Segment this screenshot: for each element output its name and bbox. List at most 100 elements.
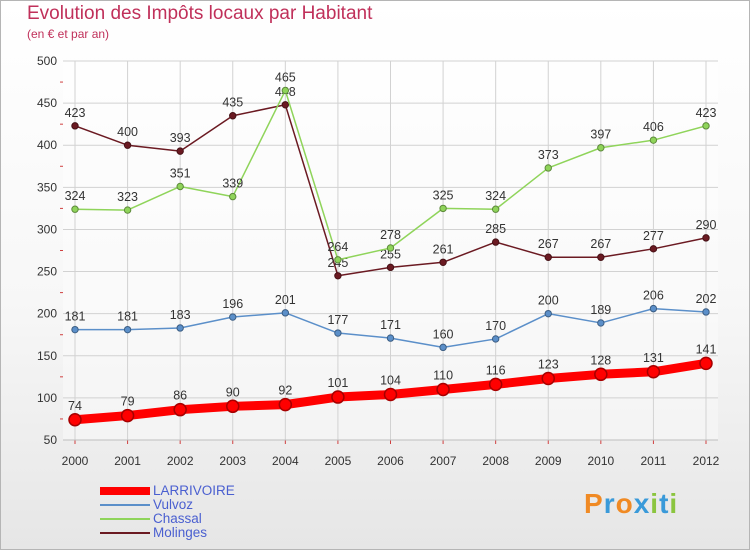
data-label: 324 (65, 189, 86, 203)
data-label: 261 (433, 242, 454, 256)
data-label: 206 (643, 289, 664, 303)
data-label: 397 (590, 128, 611, 142)
x-tick-label: 2010 (587, 454, 614, 468)
data-point (649, 304, 658, 313)
data-label: 128 (590, 353, 611, 367)
legend-swatch (100, 518, 150, 520)
data-label: 290 (696, 218, 717, 232)
data-label: 400 (117, 125, 138, 139)
data-label: 181 (117, 310, 138, 324)
data-label: 423 (696, 106, 717, 120)
data-point (334, 256, 342, 264)
logo-letter: x (633, 488, 651, 519)
data-point (281, 309, 290, 317)
legend-swatch (100, 504, 150, 506)
data-label: 181 (65, 310, 86, 324)
data-point (226, 399, 240, 414)
logo-letter: t (659, 488, 670, 519)
data-label: 196 (222, 297, 243, 311)
data-point (699, 356, 713, 371)
data-label: 423 (65, 106, 86, 120)
data-point (597, 144, 605, 152)
data-label: 325 (433, 188, 454, 202)
x-tick-label: 2001 (114, 454, 141, 468)
proxiti-logo: Proxiti (584, 488, 678, 520)
data-label: 131 (643, 351, 664, 365)
x-tick-label: 2004 (272, 454, 299, 468)
data-point (123, 325, 132, 334)
data-point (281, 101, 290, 109)
data-label: 177 (327, 313, 348, 327)
data-point (702, 122, 710, 130)
data-label: 285 (485, 222, 506, 236)
data-point (229, 112, 237, 120)
y-tick-label: 150 (37, 349, 57, 363)
y-tick-label: 200 (37, 307, 57, 321)
logo-letter: o (615, 488, 634, 519)
logo-letter: P (584, 488, 604, 519)
data-point (439, 343, 447, 352)
legend-label: LARRIVOIRE (153, 483, 235, 498)
logo-letter: i (669, 488, 679, 519)
data-point (488, 377, 503, 392)
data-label: 170 (485, 319, 506, 333)
data-point (386, 244, 395, 252)
data-label: 406 (643, 120, 664, 134)
data-point (386, 263, 395, 272)
x-tick-label: 2003 (219, 454, 246, 468)
data-label: 90 (226, 385, 240, 399)
data-label: 339 (222, 177, 243, 191)
data-label: 267 (538, 237, 559, 251)
data-point (71, 122, 79, 130)
data-point (544, 253, 552, 261)
data-point (491, 205, 500, 213)
legend-swatch (100, 532, 150, 534)
data-point (439, 258, 447, 266)
data-point (436, 382, 450, 397)
data-point (649, 136, 658, 144)
data-label: 101 (327, 376, 348, 390)
data-point (334, 329, 342, 337)
data-point (544, 164, 552, 172)
y-tick-label: 500 (37, 54, 57, 68)
data-label: 92 (278, 384, 292, 398)
x-tick-label: 2008 (482, 454, 509, 468)
data-point (120, 408, 135, 423)
data-label: 277 (643, 229, 664, 243)
x-tick-label: 2007 (430, 454, 457, 468)
data-point (173, 402, 187, 417)
data-point (439, 204, 447, 213)
data-label: 200 (538, 294, 559, 308)
y-tick-label: 250 (37, 265, 57, 279)
data-point (597, 319, 605, 327)
data-label: 171 (380, 318, 401, 332)
data-label: 267 (590, 237, 611, 251)
data-point (278, 397, 293, 412)
data-label: 160 (433, 327, 454, 341)
data-point (176, 324, 184, 332)
logo-letter: i (650, 488, 660, 519)
y-tick-label: 450 (37, 96, 57, 110)
data-label: 189 (590, 303, 611, 317)
data-label: 278 (380, 228, 401, 242)
data-point (123, 141, 132, 149)
data-label: 465 (275, 70, 296, 84)
data-point (281, 86, 290, 95)
data-label: 323 (117, 190, 138, 204)
y-tick-label: 400 (37, 138, 57, 152)
data-label: 324 (485, 189, 506, 203)
data-point (544, 309, 552, 318)
data-label: 86 (173, 389, 187, 403)
data-label: 74 (68, 399, 82, 413)
data-label: 110 (433, 368, 453, 382)
data-point (334, 272, 342, 280)
legend-label: Vulvoz (153, 497, 194, 512)
data-label: 116 (486, 363, 506, 377)
data-point (68, 413, 82, 427)
data-point (386, 334, 395, 342)
data-label: 183 (170, 308, 191, 322)
data-label: 264 (327, 240, 348, 254)
legend-swatch (100, 487, 150, 495)
